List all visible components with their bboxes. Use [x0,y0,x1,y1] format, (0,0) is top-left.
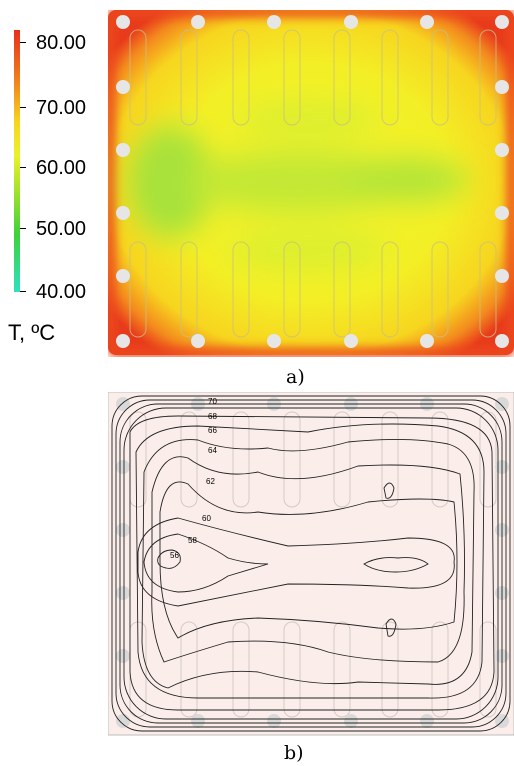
colorbar-tick-label: 40.00 [36,281,87,303]
plate-background [108,392,514,736]
contour-label: 62 [206,477,215,486]
contour-label: 68 [208,412,217,421]
channel-slots [129,29,497,338]
colorbar-gradient [14,30,20,292]
isotherm-contour-plot: 70 68 66 64 62 60 58 56 [108,392,514,736]
colorbar-unit-label: T, ºC [8,320,56,345]
bolt-holes [116,15,509,348]
contour-label: 58 [188,536,197,545]
contour-label: 64 [208,446,217,455]
colorbar-tick-label: 60.00 [36,157,87,179]
plate-hot-edge [108,10,514,357]
colorbar-tick-mark [20,291,26,292]
caption-a: a) [286,366,305,388]
colorbar-tick-label: 50.00 [36,218,87,240]
colorbar-tick-mark [20,228,26,229]
colorbar: 80.00 70.00 60.00 50.00 40.00 T, ºC [0,20,110,360]
colorbar-tick-mark [20,42,26,43]
contour-label: 70 [208,397,217,406]
colorbar-tick-mark [20,107,26,108]
contour-label: 56 [170,551,179,560]
contour-labels: 70 68 66 64 62 60 58 56 [170,397,217,560]
contour-label: 66 [208,426,217,435]
isotherm-lines [111,395,511,732]
colorbar-tick-mark [20,167,26,168]
channel-slots [129,411,497,718]
contour-label: 60 [202,514,211,523]
cool-zone [128,102,468,270]
temperature-field-plot [108,10,514,357]
caption-b: b) [284,742,304,764]
colorbar-tick-label: 70.00 [36,97,87,119]
colorbar-tick-label: 80.00 [36,32,87,54]
